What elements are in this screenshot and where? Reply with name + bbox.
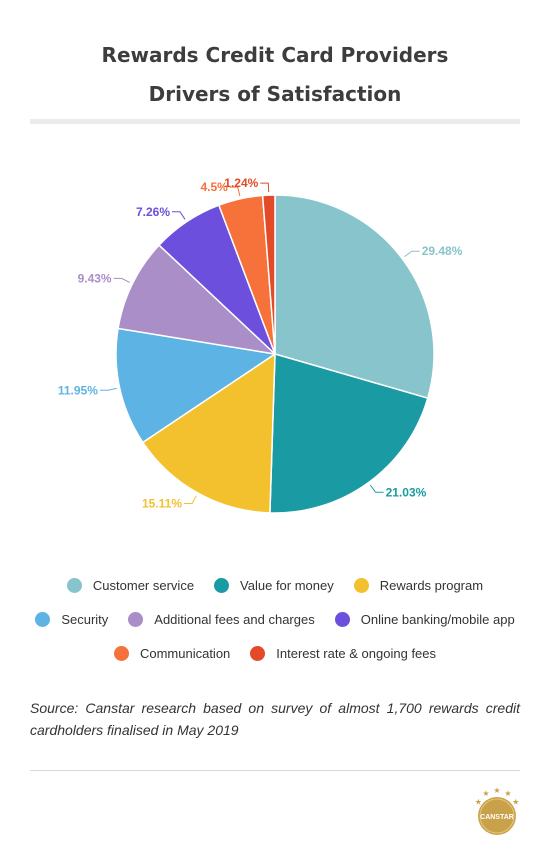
legend-swatch xyxy=(353,578,369,593)
legend-label: Communication xyxy=(139,646,231,661)
data-label-leader xyxy=(229,186,241,197)
data-label: 29.48% xyxy=(422,244,463,258)
legend-row: Security Additional fees and charges Onlin… xyxy=(0,612,550,627)
legend-swatch xyxy=(214,578,230,593)
logo-badge xyxy=(478,797,516,835)
canstar-logo: ★★ ★ ★★ CANSTAR xyxy=(475,786,520,835)
legend-swatch xyxy=(250,646,266,661)
logo-star-icon: ★ xyxy=(482,789,489,798)
legend-label: Online banking/mobile app xyxy=(360,612,515,627)
data-label: 9.43% xyxy=(78,271,112,285)
logo-stars: ★★ ★ ★★ xyxy=(475,786,520,807)
pie-slice-additional-fees-and-charges xyxy=(117,244,278,356)
data-label-leader xyxy=(113,277,130,283)
footer-divider xyxy=(30,770,520,771)
legend-row: Communication Interest rate & ongoing fee… xyxy=(0,646,550,661)
legend-item-rewards-program: Rewards program xyxy=(353,578,484,593)
legend-label: Customer service xyxy=(92,578,195,593)
title-divider xyxy=(30,119,520,124)
logo-text: CANSTAR xyxy=(480,814,514,821)
data-label-leader xyxy=(184,495,197,504)
pie-slice-rewards-program xyxy=(141,352,276,514)
legend-row: Customer service Value for money Rewards p… xyxy=(0,578,550,593)
chart-title: Rewards Credit Card Providers xyxy=(101,43,449,67)
data-label: 4.5% xyxy=(200,180,228,194)
legend-swatch xyxy=(113,646,129,661)
logo-star-icon: ★ xyxy=(504,789,511,798)
data-label-leader xyxy=(172,211,186,220)
legend-swatch xyxy=(35,612,51,627)
logo-star-icon: ★ xyxy=(493,786,500,795)
legend-item-communication: Communication xyxy=(113,646,231,661)
pie-slice-customer-service xyxy=(274,194,435,400)
pie-slice-security xyxy=(115,327,277,444)
legend-label: Value for money xyxy=(240,578,334,593)
chart-subtitle: Drivers of Satisfaction xyxy=(148,82,402,106)
source-note: Source: Canstar research based on survey… xyxy=(30,700,520,738)
legend-swatch xyxy=(128,612,144,627)
logo-star-icon: ★ xyxy=(475,798,482,807)
logo-badge-ring xyxy=(479,798,515,834)
data-label-leader xyxy=(369,484,384,493)
legend-item-value-for-money: Value for money xyxy=(214,578,334,593)
legend-swatch xyxy=(66,578,82,593)
data-label-leader xyxy=(404,250,420,258)
legend-item-customer-service: Customer service xyxy=(66,578,195,593)
legend-swatch xyxy=(334,612,350,627)
logo-star-icon: ★ xyxy=(512,798,519,807)
legend-item-online-banking-mobile-app: Online banking/mobile app xyxy=(334,612,515,627)
data-label: 15.11% xyxy=(142,497,182,511)
pie-chart: 29.48% 21.03% 15.11% 11.95% 9.43% 7.26% 4.5%1.… xyxy=(58,176,463,514)
pie-slice-value-for-money xyxy=(269,353,429,514)
data-label: 1.24% xyxy=(224,176,258,190)
data-label-leader xyxy=(99,387,117,391)
data-label: 7.26% xyxy=(136,205,170,219)
legend-label: Rewards program xyxy=(379,578,484,593)
legend-item-security: Security xyxy=(35,612,108,627)
pie-slice-interest-rate-ongoing-fees xyxy=(261,194,276,355)
data-label: 11.95% xyxy=(58,383,98,397)
legend-item-interest-rate-ongoing-fees: Interest rate & ongoing fees xyxy=(250,646,436,661)
legend-label: Security xyxy=(61,612,109,627)
legend-item-additional-fees-and-charges: Additional fees and charges xyxy=(128,612,315,627)
legend-label: Interest rate & ongoing fees xyxy=(276,646,437,661)
data-label: 21.03% xyxy=(386,485,427,499)
data-label-leader xyxy=(260,182,270,193)
legend-label: Additional fees and charges xyxy=(154,612,315,627)
